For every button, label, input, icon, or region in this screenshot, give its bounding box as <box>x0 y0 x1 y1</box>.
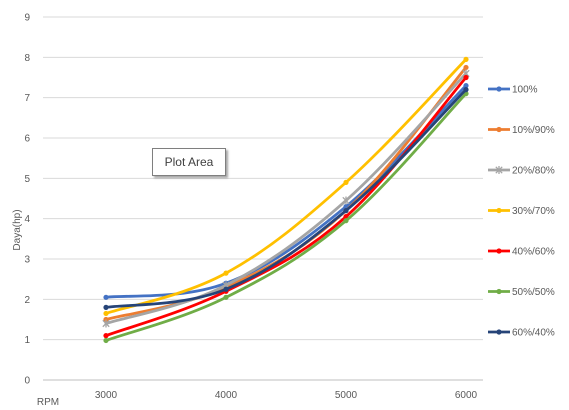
series-line[interactable] <box>104 57 468 315</box>
y-tick-label: 0 <box>24 376 30 387</box>
y-tick-label: 7 <box>24 93 30 104</box>
x-axis-title: RPM <box>37 397 59 408</box>
legend-marker[interactable] <box>496 126 502 133</box>
legend-label: 50%/50% <box>512 287 555 298</box>
y-tick-label: 5 <box>24 174 30 185</box>
y-axis-title: Daya(hp) <box>12 209 23 250</box>
legend-marker[interactable] <box>496 248 502 254</box>
data-point[interactable] <box>342 196 350 205</box>
x-tick-label: 5000 <box>335 390 358 401</box>
legend-item[interactable]: 100% <box>488 85 538 96</box>
legend-item[interactable]: 10%/90% <box>488 125 555 136</box>
y-tick-label: 8 <box>24 53 30 64</box>
legend-marker[interactable] <box>496 86 502 92</box>
data-point[interactable] <box>103 337 109 344</box>
plot-area-tooltip: Plot Area <box>152 148 226 176</box>
y-tick-label: 1 <box>24 335 30 346</box>
data-point[interactable] <box>223 270 229 276</box>
data-point[interactable] <box>223 286 229 292</box>
x-tick-label: 6000 <box>455 390 478 401</box>
legend-item[interactable]: 60%/40% <box>488 328 555 339</box>
series-30%/70% <box>103 56 469 317</box>
data-point[interactable] <box>103 294 109 300</box>
y-tick-label: 6 <box>24 134 30 145</box>
data-point[interactable] <box>103 310 109 317</box>
series-line[interactable] <box>104 76 468 338</box>
x-axis-ticks: 3000 4000 5000 6000 <box>95 390 478 401</box>
series-line[interactable] <box>104 92 468 342</box>
y-tick-label: 9 <box>24 13 30 24</box>
data-point[interactable] <box>343 218 349 224</box>
x-tick-label: 3000 <box>95 390 118 401</box>
legend-label: 60%/40% <box>512 328 555 339</box>
series-line[interactable] <box>104 72 468 325</box>
legend-item[interactable]: 30%/70% <box>488 206 555 217</box>
legend-label: 100% <box>512 85 538 96</box>
legend-label: 30%/70% <box>512 206 555 217</box>
data-point[interactable] <box>463 87 469 93</box>
legend-label: 20%/80% <box>512 166 555 177</box>
series-line[interactable] <box>104 88 468 309</box>
gridlines <box>43 16 483 381</box>
data-point[interactable] <box>463 74 469 81</box>
data-point[interactable] <box>463 64 469 71</box>
data-point[interactable] <box>343 208 349 214</box>
series-40%/60% <box>103 74 469 339</box>
series-50%/50% <box>103 91 469 344</box>
data-point[interactable] <box>223 294 229 300</box>
legend-label: 40%/60% <box>512 247 555 258</box>
y-tick-label: 4 <box>24 214 30 225</box>
legend-item[interactable]: 40%/60% <box>488 247 555 258</box>
y-axis-ticks: 0 1 2 3 4 5 6 7 8 9 <box>24 13 30 387</box>
x-tick-label: 4000 <box>215 390 238 401</box>
data-point[interactable] <box>103 316 109 323</box>
data-point[interactable] <box>463 82 469 89</box>
legend-marker[interactable] <box>496 288 502 295</box>
legend-marker[interactable] <box>496 329 502 335</box>
data-point[interactable] <box>103 304 109 310</box>
series-lines <box>102 56 470 344</box>
legend-marker[interactable] <box>495 166 503 174</box>
series-line[interactable] <box>104 66 468 321</box>
series-10%/90% <box>103 64 469 323</box>
legend[interactable]: 100% 10%/90% 20%/80% 30%/70% 40%/60% 50%/50% 6… <box>488 85 555 339</box>
legend-label: 10%/90% <box>512 125 555 136</box>
data-point[interactable] <box>103 333 109 339</box>
data-point[interactable] <box>343 179 349 185</box>
legend-item[interactable]: 20%/80% <box>488 166 555 177</box>
legend-item[interactable]: 50%/50% <box>488 287 555 298</box>
y-tick-label: 2 <box>24 295 30 306</box>
data-point[interactable] <box>463 56 469 62</box>
series-60%/40% <box>103 87 469 310</box>
y-tick-label: 3 <box>24 255 30 266</box>
legend-marker[interactable] <box>496 207 502 214</box>
data-point[interactable] <box>102 319 110 328</box>
series-20%/80% <box>102 69 470 328</box>
